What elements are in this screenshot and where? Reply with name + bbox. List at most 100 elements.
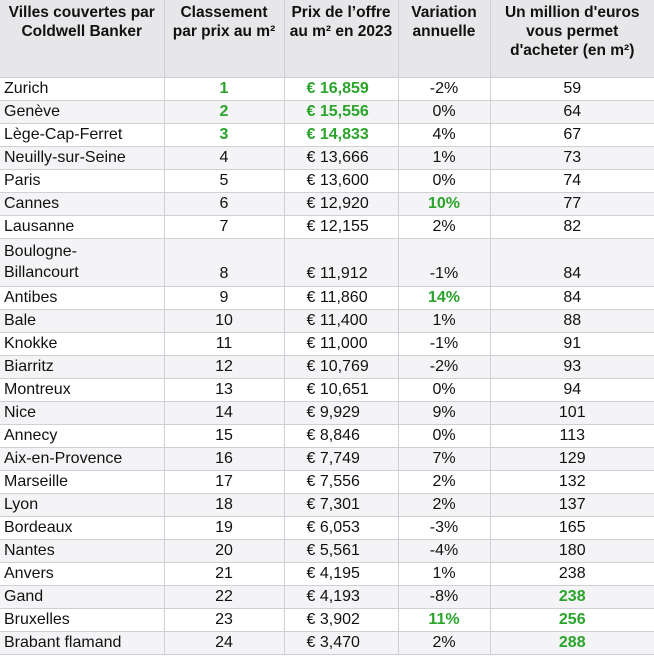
cell-variation: 2% — [398, 470, 491, 494]
cell-m2: 59 — [490, 77, 654, 101]
cell-city: Aix-en-Provence — [0, 447, 165, 471]
cell-city: Genève — [0, 100, 165, 124]
table-row: Lyon 18 € 7,301 2% 137 — [0, 493, 654, 517]
cell-m2: 82 — [490, 215, 654, 239]
cell-variation: 1% — [398, 562, 491, 586]
cell-m2: 93 — [490, 355, 654, 379]
cell-rank: 15 — [164, 424, 285, 448]
table-row: Neuilly-sur-Seine 4 € 13,666 1% 73 — [0, 146, 654, 170]
header-price: Prix de l’offre au m² en 2023 — [284, 0, 399, 78]
table-row: Marseille 17 € 7,556 2% 132 — [0, 470, 654, 494]
table-row: Paris 5 € 13,600 0% 74 — [0, 169, 654, 193]
cell-city: Montreux — [0, 378, 165, 402]
table-row: Bale 10 € 11,400 1% 88 — [0, 309, 654, 333]
table-row: Aix-en-Provence 16 € 7,749 7% 129 — [0, 447, 654, 471]
cell-price: € 7,301 — [284, 493, 399, 517]
cell-price: € 11,400 — [284, 309, 399, 333]
city-line: Boulogne- — [4, 242, 77, 260]
cell-rank: 18 — [164, 493, 285, 517]
cell-rank: 4 — [164, 146, 285, 170]
cell-city: Nantes — [0, 539, 165, 563]
cell-rank: 9 — [164, 286, 285, 310]
cell-price: € 6,053 — [284, 516, 399, 540]
cell-rank: 1 — [164, 77, 285, 101]
city-line: Billancourt — [4, 263, 79, 281]
cell-m2: 129 — [490, 447, 654, 471]
cell-variation: 10% — [398, 192, 491, 216]
cell-price: € 3,902 — [284, 608, 399, 632]
cell-city: Biarritz — [0, 355, 165, 379]
cell-variation: 11% — [398, 608, 491, 632]
cell-city: Lyon — [0, 493, 165, 517]
cell-m2: 113 — [490, 424, 654, 448]
cell-variation: 0% — [398, 169, 491, 193]
cell-variation: -8% — [398, 585, 491, 609]
cell-variation: -2% — [398, 77, 491, 101]
cell-rank: 21 — [164, 562, 285, 586]
cell-rank: 8 — [164, 238, 285, 287]
cell-city: Cannes — [0, 192, 165, 216]
cell-m2: 238 — [490, 585, 654, 609]
cell-price: € 12,155 — [284, 215, 399, 239]
cell-price: € 10,651 — [284, 378, 399, 402]
header-city: Villes couvertes par Coldwell Banker — [0, 0, 165, 78]
cell-city: Gand — [0, 585, 165, 609]
cell-price: € 7,749 — [284, 447, 399, 471]
cell-price: € 4,193 — [284, 585, 399, 609]
table-row: Zurich 1 € 16,859 -2% 59 — [0, 77, 654, 101]
cell-city: Anvers — [0, 562, 165, 586]
cell-city: Lège-Cap-Ferret — [0, 123, 165, 147]
cell-variation: -1% — [398, 238, 491, 287]
cell-variation: 1% — [398, 146, 491, 170]
cell-variation: -2% — [398, 355, 491, 379]
cell-city: Antibes — [0, 286, 165, 310]
cell-variation: -1% — [398, 332, 491, 356]
cell-rank: 17 — [164, 470, 285, 494]
cell-price: € 7,556 — [284, 470, 399, 494]
cell-m2: 132 — [490, 470, 654, 494]
cell-city: Annecy — [0, 424, 165, 448]
cell-variation: 9% — [398, 401, 491, 425]
cell-m2: 94 — [490, 378, 654, 402]
cell-variation: -3% — [398, 516, 491, 540]
cell-rank: 3 — [164, 123, 285, 147]
table-row: Genève 2 € 15,556 0% 64 — [0, 100, 654, 124]
cell-rank: 23 — [164, 608, 285, 632]
cell-m2: 74 — [490, 169, 654, 193]
cell-m2: 84 — [490, 238, 654, 287]
table-row: Anvers 21 € 4,195 1% 238 — [0, 562, 654, 586]
cell-city: Bordeaux — [0, 516, 165, 540]
cell-city: Marseille — [0, 470, 165, 494]
cell-rank: 22 — [164, 585, 285, 609]
cell-variation: 0% — [398, 424, 491, 448]
cell-m2: 91 — [490, 332, 654, 356]
table-row: Lège-Cap-Ferret 3 € 14,833 4% 67 — [0, 123, 654, 147]
cell-variation: 2% — [398, 215, 491, 239]
header-rank: Classement par prix au m² — [164, 0, 285, 78]
cell-price: € 5,561 — [284, 539, 399, 563]
cell-city: Knokke — [0, 332, 165, 356]
cell-price: € 11,912 — [284, 238, 399, 287]
cell-price: € 3,470 — [284, 631, 399, 655]
cell-rank: 10 — [164, 309, 285, 333]
cell-m2: 88 — [490, 309, 654, 333]
cell-m2: 165 — [490, 516, 654, 540]
cell-rank: 14 — [164, 401, 285, 425]
table-row: Bruxelles 23 € 3,902 11% 256 — [0, 608, 654, 632]
cell-price: € 14,833 — [284, 123, 399, 147]
header-variation: Variation annuelle — [398, 0, 491, 78]
table-row: Bordeaux 19 € 6,053 -3% 165 — [0, 516, 654, 540]
table-row: Brabant flamand 24 € 3,470 2% 288 — [0, 631, 654, 655]
cell-m2: 101 — [490, 401, 654, 425]
cell-price: € 8,846 — [284, 424, 399, 448]
cell-price: € 12,920 — [284, 192, 399, 216]
cell-city: Nice — [0, 401, 165, 425]
table-row: Montreux 13 € 10,651 0% 94 — [0, 378, 654, 402]
table-row: Cannes 6 € 12,920 10% 77 — [0, 192, 654, 216]
cell-rank: 12 — [164, 355, 285, 379]
cell-price: € 9,929 — [284, 401, 399, 425]
table-row: Boulogne- Billancourt 8 € 11,912 -1% 84 — [0, 238, 654, 287]
cell-variation: 4% — [398, 123, 491, 147]
cell-city: Brabant flamand — [0, 631, 165, 655]
cell-city: Zurich — [0, 77, 165, 101]
